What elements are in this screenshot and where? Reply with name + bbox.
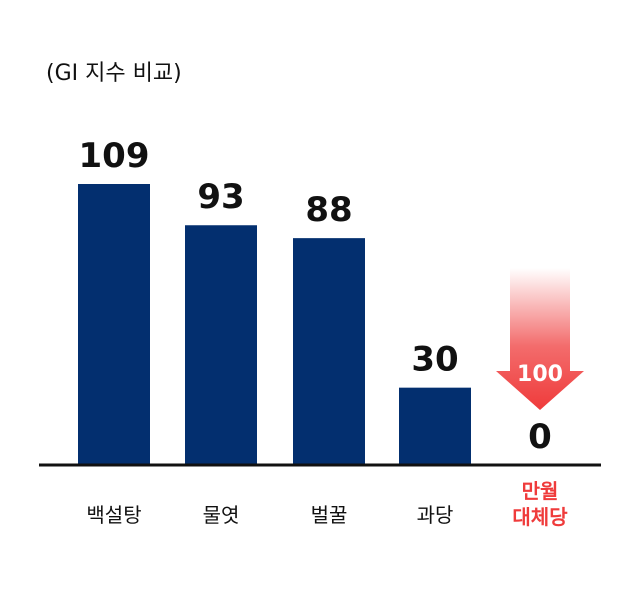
value-label-3: 30 xyxy=(411,340,458,380)
value-label-2: 88 xyxy=(305,190,352,230)
value-labels-group: 109 93 88 30 0 xyxy=(79,136,552,457)
bar-1 xyxy=(185,225,257,465)
arrow-shape xyxy=(496,268,584,410)
chart-subtitle: (GI 지수 비교) xyxy=(46,61,182,86)
category-label-0: 백설탕 xyxy=(86,503,141,527)
bar-2 xyxy=(293,238,365,465)
bars-group xyxy=(78,184,471,465)
bar-3 xyxy=(399,387,471,465)
arrow-value-label: 100 xyxy=(517,362,563,387)
bar-0 xyxy=(78,184,150,465)
category-label-1: 물엿 xyxy=(203,503,240,527)
value-label-4: 0 xyxy=(528,417,552,457)
value-label-1: 93 xyxy=(197,177,244,217)
category-labels-group: 백설탕 물엿 벌꿀 과당 만월 대체당 xyxy=(86,479,568,529)
value-label-0: 109 xyxy=(79,136,150,176)
category-label-3: 과당 xyxy=(417,503,454,527)
category-label-4: 만월 대체당 xyxy=(512,479,568,529)
category-label-2: 벌꿀 xyxy=(311,503,348,527)
decrease-arrow-icon: 100 xyxy=(496,268,584,410)
